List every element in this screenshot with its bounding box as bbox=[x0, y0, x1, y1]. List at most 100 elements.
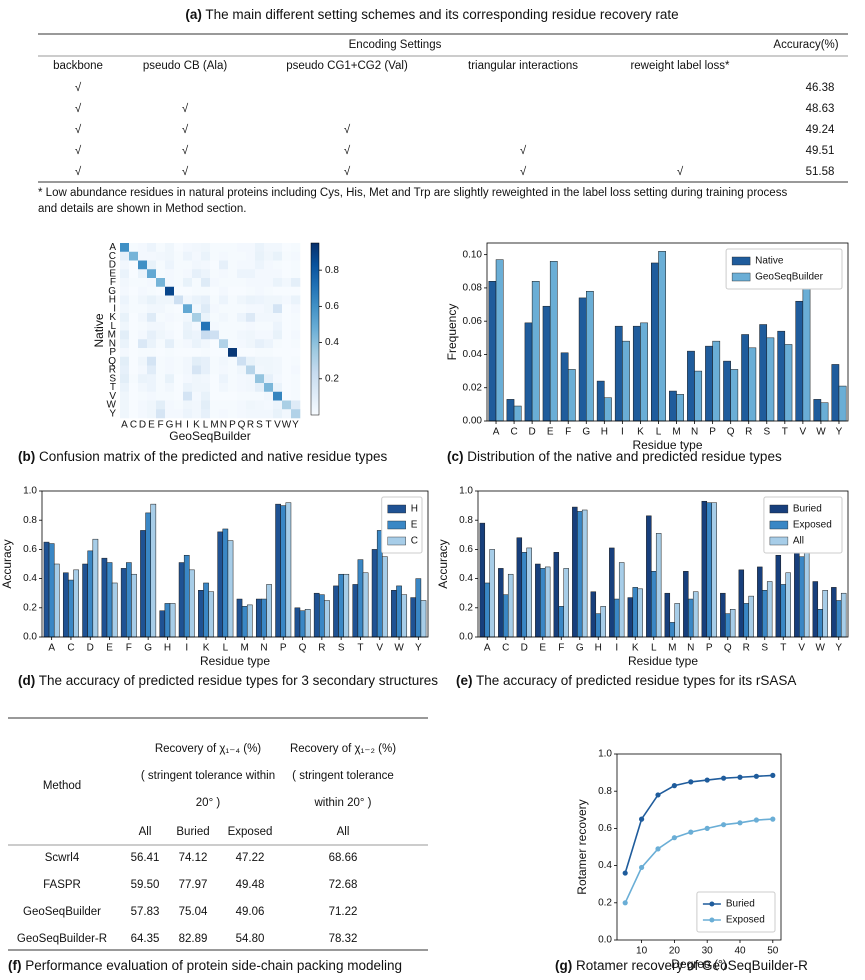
heatmap-cell bbox=[246, 269, 256, 279]
y-tick-label: F bbox=[110, 277, 116, 288]
heatmap-cell bbox=[192, 409, 202, 419]
heatmap-cell bbox=[120, 400, 130, 410]
bar bbox=[227, 540, 234, 638]
heatmap-cell bbox=[273, 286, 283, 296]
caption-text: Rotamer recovery of GeoSeqBuilder-R bbox=[576, 958, 808, 973]
bar bbox=[489, 549, 495, 638]
heatmap-cell bbox=[291, 286, 301, 296]
bar bbox=[488, 281, 497, 422]
sub-header: Buried bbox=[176, 826, 209, 838]
bar bbox=[507, 573, 514, 638]
heatmap-cell bbox=[165, 286, 175, 296]
heatmap-cell bbox=[264, 243, 274, 253]
heatmap-cell bbox=[219, 269, 229, 279]
y-tick-label: 0.2 bbox=[23, 602, 37, 613]
bar bbox=[150, 503, 157, 638]
heatmap-cell bbox=[201, 383, 211, 393]
y-tick-label: 0.00 bbox=[463, 416, 483, 427]
heatmap-cell bbox=[273, 400, 283, 410]
heatmap-cell bbox=[210, 295, 220, 305]
x-tick-label: V bbox=[376, 643, 383, 654]
heatmap-cell bbox=[237, 304, 247, 314]
bar bbox=[775, 554, 782, 638]
heatmap-cell bbox=[201, 278, 211, 288]
heatmap-cell bbox=[165, 391, 175, 401]
heatmap-cell bbox=[237, 286, 247, 296]
colorbar bbox=[310, 242, 320, 416]
x-tick-label: R bbox=[745, 427, 752, 438]
heatmap-cell bbox=[165, 304, 175, 314]
y-tick-label: E bbox=[109, 268, 116, 279]
x-tick-label: V bbox=[800, 427, 807, 438]
heatmap-cell bbox=[192, 391, 202, 401]
caption-text: Confusion matrix of the predicted and na… bbox=[39, 449, 387, 464]
caption-label: (g) bbox=[555, 958, 572, 973]
line bbox=[624, 774, 773, 874]
heatmap-cell bbox=[255, 304, 265, 314]
heatmap-cell bbox=[192, 321, 202, 331]
heatmap-cell bbox=[120, 251, 130, 261]
x-tick-label: Q bbox=[724, 643, 732, 654]
heatmap-cell bbox=[228, 391, 238, 401]
x-tick-label: F bbox=[565, 427, 571, 438]
x-tick-label: Q bbox=[238, 420, 246, 431]
heatmap-cell bbox=[237, 409, 247, 419]
heatmap-cell bbox=[129, 391, 139, 401]
bar bbox=[357, 559, 364, 638]
bar bbox=[203, 582, 209, 638]
x-tick-label: K bbox=[193, 420, 200, 431]
y-axis-label: Frequency bbox=[445, 304, 459, 361]
heatmap-cell bbox=[246, 383, 256, 393]
heatmap-cell bbox=[165, 400, 175, 410]
heatmap-cell bbox=[237, 313, 247, 323]
heatmap-cell bbox=[282, 374, 292, 384]
bar bbox=[140, 530, 146, 638]
heatmap-cell bbox=[156, 313, 166, 323]
sub-header: Exposed bbox=[228, 826, 273, 838]
table-cell: 72.68 bbox=[329, 879, 358, 891]
bar bbox=[820, 402, 829, 422]
method-name: GeoSeqBuilder bbox=[23, 906, 101, 918]
heatmap-cell bbox=[183, 409, 193, 419]
heatmap-cell bbox=[237, 251, 247, 261]
x-tick-label: A bbox=[121, 420, 128, 431]
bar bbox=[614, 598, 620, 638]
heatmap-cell bbox=[165, 251, 175, 261]
heatmap-cell bbox=[174, 286, 184, 296]
heatmap-cell bbox=[282, 339, 292, 349]
bar bbox=[313, 592, 320, 638]
bar bbox=[738, 569, 745, 638]
heatmap-cell bbox=[120, 383, 130, 393]
caption: (b) Confusion matrix of the predicted an… bbox=[18, 449, 387, 464]
heatmap-cell bbox=[219, 400, 229, 410]
heatmap-cell bbox=[120, 278, 130, 288]
heatmap-cell bbox=[165, 278, 175, 288]
heatmap-cell bbox=[246, 304, 256, 314]
bar bbox=[275, 503, 281, 638]
bar bbox=[338, 573, 344, 638]
bar bbox=[178, 562, 185, 638]
bar bbox=[586, 290, 594, 422]
x-tick-label: E bbox=[539, 643, 546, 654]
heatmap-cell bbox=[174, 400, 184, 410]
heatmap-cell bbox=[228, 356, 238, 366]
heatmap-cell bbox=[246, 365, 256, 375]
heatmap-cell bbox=[156, 304, 166, 314]
bar bbox=[164, 603, 171, 638]
caption-text: Distribution of the native and predicted… bbox=[467, 449, 782, 464]
x-tick-label: W bbox=[394, 643, 404, 654]
heatmap-cell bbox=[201, 348, 211, 358]
heatmap-cell bbox=[129, 304, 139, 314]
heatmap-cell bbox=[264, 330, 274, 340]
caption-label: (d) bbox=[18, 673, 35, 688]
heatmap-cell bbox=[174, 304, 184, 314]
heatmap-cell bbox=[183, 260, 193, 270]
legend-entry: H bbox=[411, 504, 418, 515]
bar bbox=[553, 552, 560, 638]
bar bbox=[524, 322, 533, 422]
bar bbox=[777, 330, 786, 422]
heatmap-cell bbox=[138, 295, 148, 305]
heatmap-cell bbox=[201, 391, 211, 401]
bar bbox=[299, 610, 306, 638]
bar bbox=[558, 606, 564, 638]
